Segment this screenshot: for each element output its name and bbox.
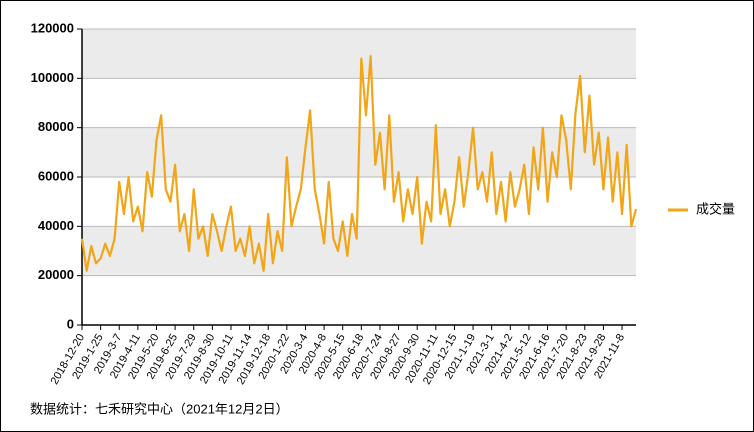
y-tick-label: 0 (67, 316, 74, 331)
grid-band (82, 29, 636, 79)
y-tick-label: 100000 (31, 70, 74, 85)
y-tick-label: 80000 (38, 119, 74, 134)
y-tick-label: 20000 (38, 267, 74, 282)
grid-band (82, 226, 636, 276)
y-tick-label: 40000 (38, 218, 74, 233)
y-tick-label: 60000 (38, 168, 74, 183)
series-line (80, 55, 638, 272)
y-tick-label: 120000 (31, 20, 74, 35)
note: 数据统计：七禾研究中心（2021年12月2日） (30, 401, 289, 416)
grid-band (82, 275, 636, 325)
legend-label: 成交量 (696, 201, 735, 216)
